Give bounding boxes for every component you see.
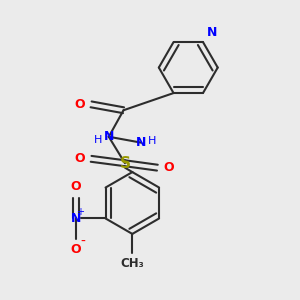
Text: O: O	[71, 180, 81, 194]
Text: O: O	[75, 98, 85, 111]
Text: O: O	[71, 244, 81, 256]
Text: H: H	[93, 135, 102, 145]
Text: H: H	[148, 136, 157, 146]
Text: N: N	[136, 136, 146, 149]
Text: N: N	[103, 130, 114, 143]
Text: N: N	[206, 26, 217, 38]
Text: N: N	[71, 212, 81, 225]
Text: S: S	[119, 156, 130, 171]
Text: +: +	[76, 207, 84, 217]
Text: O: O	[75, 152, 85, 165]
Text: CH₃: CH₃	[121, 256, 144, 270]
Text: O: O	[163, 161, 174, 174]
Text: -: -	[80, 235, 85, 249]
